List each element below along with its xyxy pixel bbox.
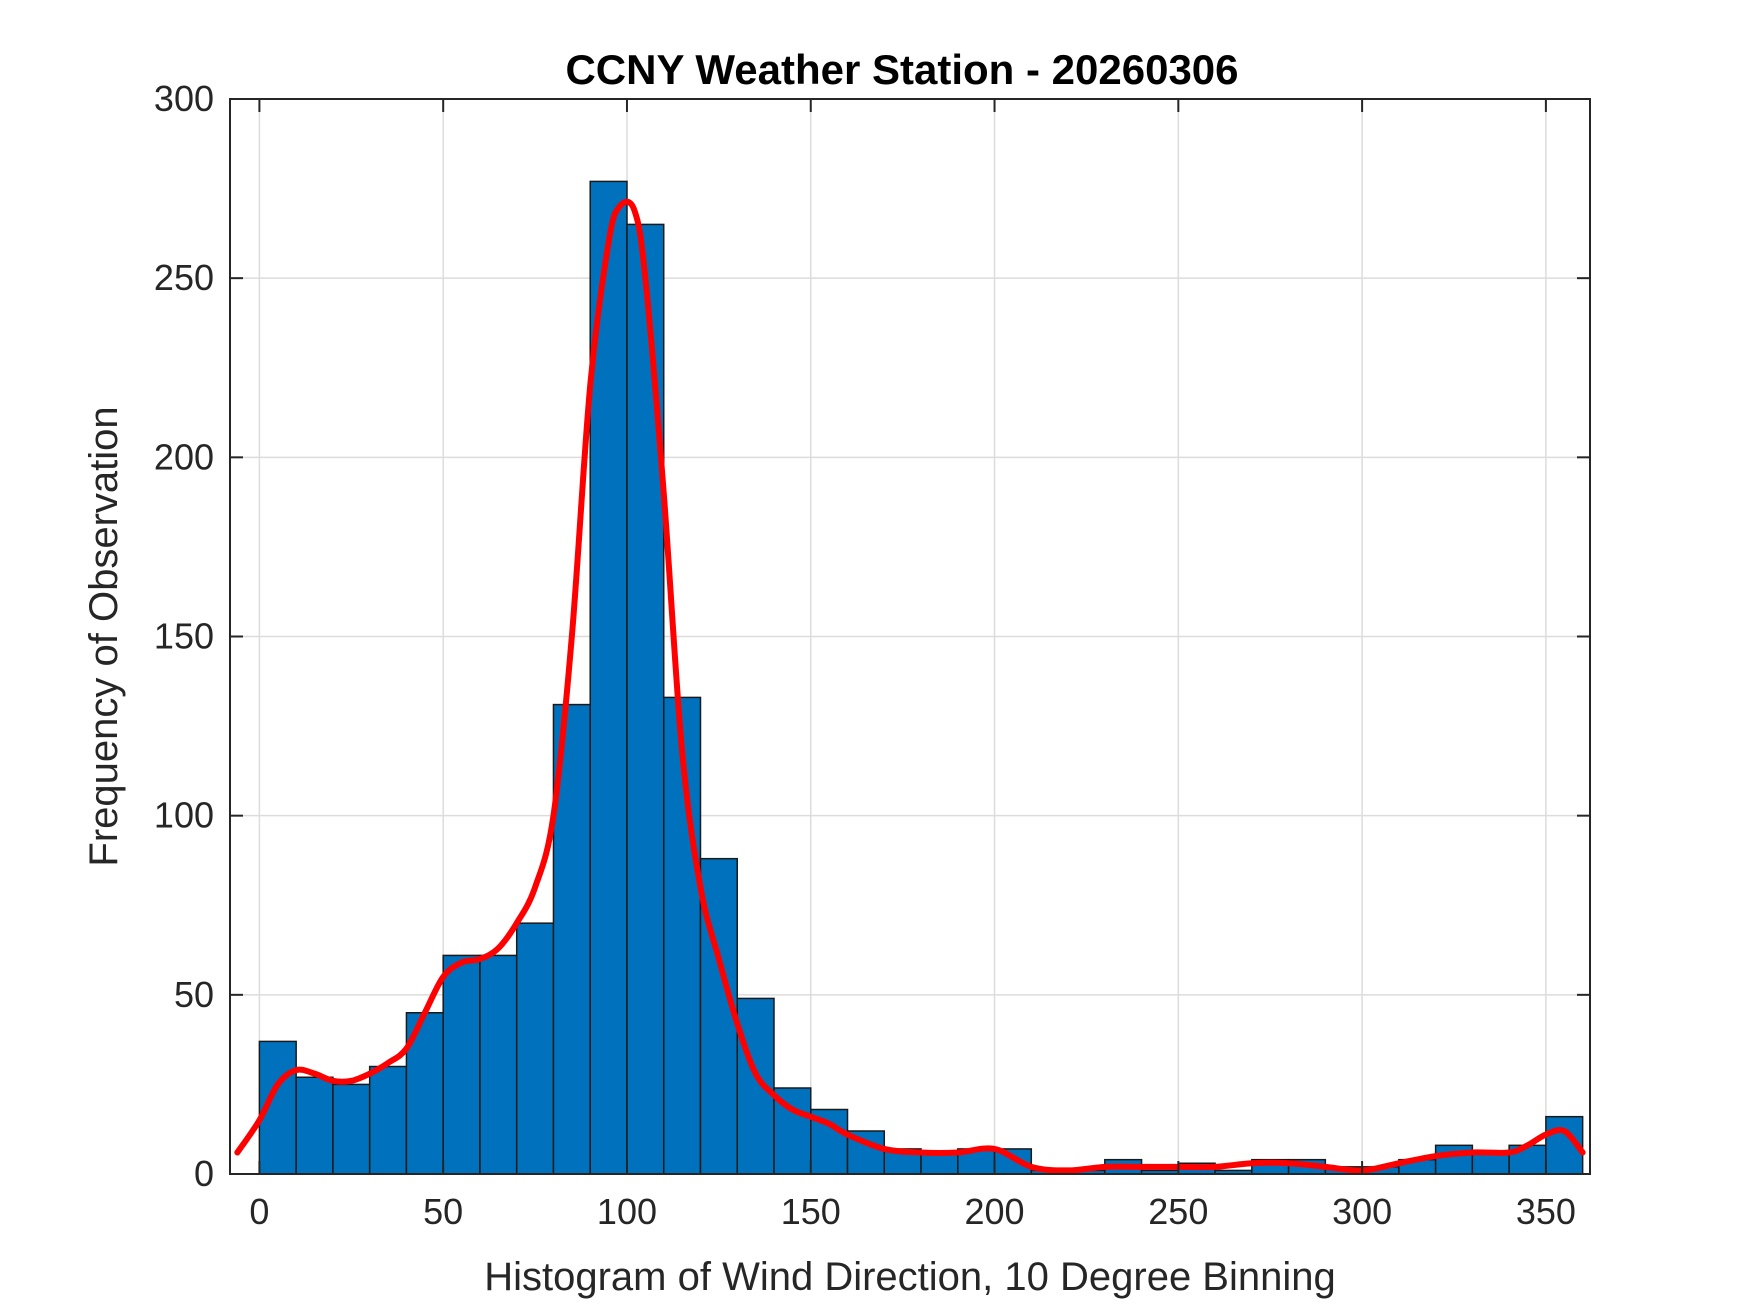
- y-tick-label-250: 250: [154, 257, 214, 298]
- bar-20: [332, 1083, 371, 1175]
- axis-ticks: 0 50 100 150 200 250 300 350 0 50 100 150 200 250 300: [154, 78, 1590, 1232]
- x-tick-label-100: 100: [597, 1191, 657, 1232]
- x-tick-label-0: 0: [249, 1191, 269, 1232]
- y-tick-label-150: 150: [154, 616, 214, 657]
- fit-curve: [234, 198, 1586, 1174]
- bar-70: [515, 922, 555, 1175]
- bar-100: [626, 223, 665, 1175]
- grid-lines: [230, 98, 1590, 1175]
- y-tick-label-100: 100: [154, 795, 214, 836]
- x-tick-label-200: 200: [965, 1191, 1025, 1232]
- bar-60: [479, 954, 518, 1175]
- x-tick-label-50: 50: [423, 1191, 463, 1232]
- y-tick-label-200: 200: [154, 436, 214, 477]
- bar-10: [295, 1076, 334, 1175]
- x-tick-label-300: 300: [1332, 1191, 1392, 1232]
- histogram-bars: [258, 180, 1584, 1175]
- x-tick-label-250: 250: [1148, 1191, 1208, 1232]
- chart-title: CCNY Weather Station - 20260306: [565, 46, 1238, 93]
- x-tick-label-150: 150: [781, 1191, 841, 1232]
- y-tick-label-0: 0: [194, 1153, 214, 1194]
- x-axis-label: Histogram of Wind Direction, 10 Degree B…: [484, 1255, 1336, 1299]
- y-tick-label-50: 50: [174, 974, 214, 1015]
- bar-320: [1434, 1144, 1474, 1175]
- bar-30: [368, 1065, 408, 1175]
- y-axis-label: Frequency of Observation: [82, 406, 126, 866]
- x-tick-label-350: 350: [1516, 1191, 1576, 1232]
- y-tick-label-300: 300: [154, 78, 214, 119]
- bar-50: [442, 954, 481, 1175]
